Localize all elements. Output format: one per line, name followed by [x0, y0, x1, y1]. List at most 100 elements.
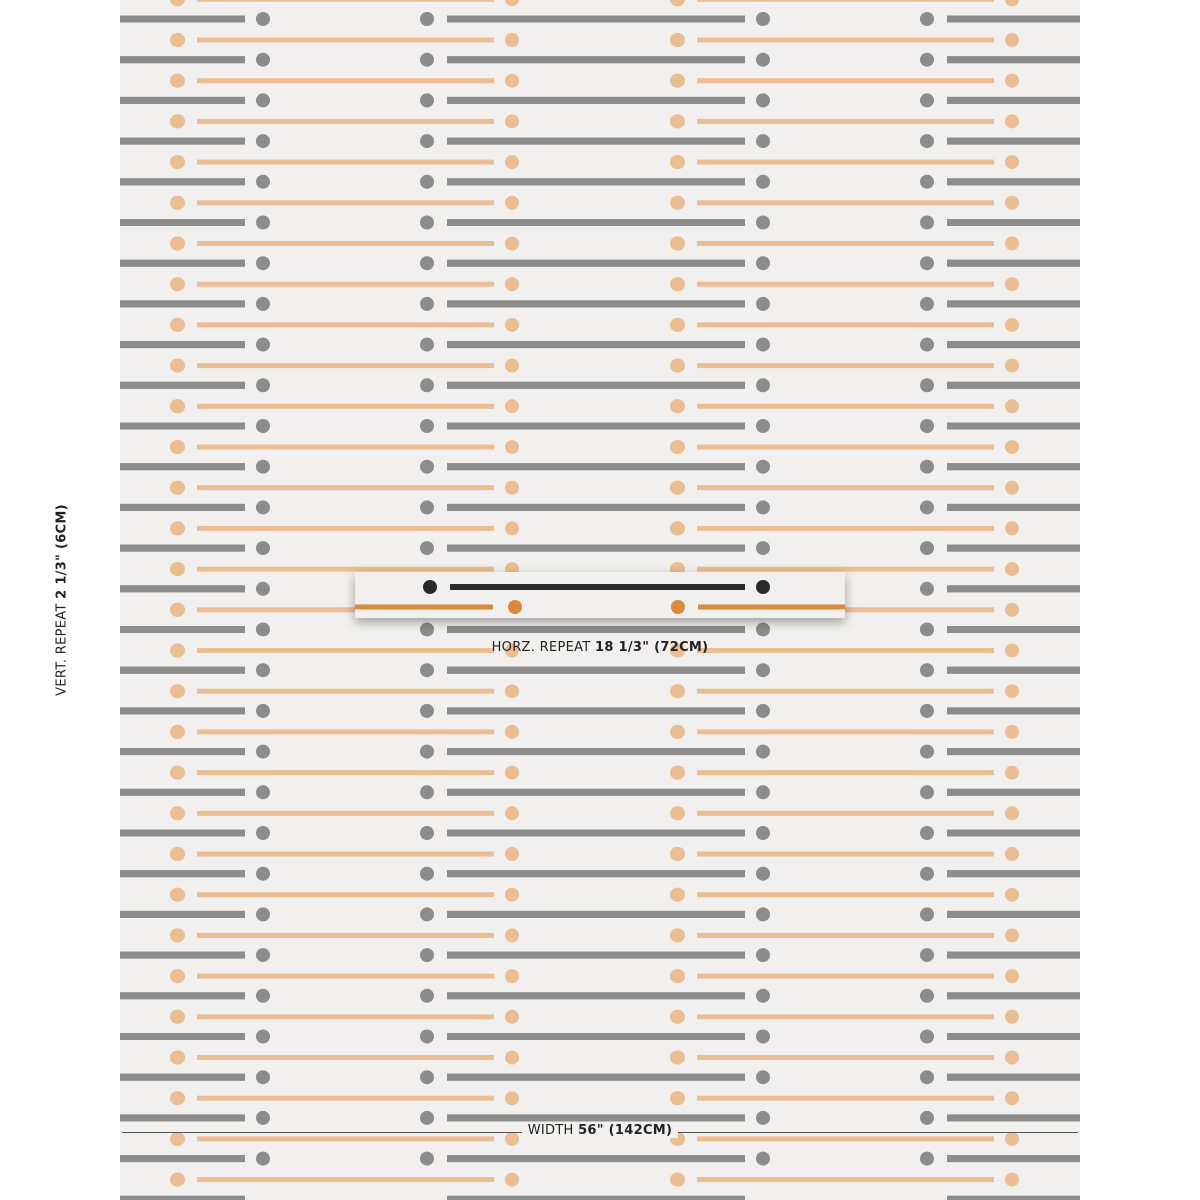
pattern-dot: [423, 580, 437, 594]
pattern-dot: [256, 703, 270, 718]
vertical-repeat-value: 2 1/3" (6CM): [54, 504, 70, 599]
pattern-bar: [947, 666, 1080, 674]
pattern-bar: [947, 137, 1080, 145]
pattern-dot: [256, 500, 270, 515]
pattern-bar: [120, 15, 245, 23]
pattern-bar: [697, 851, 994, 857]
pattern-bar: [120, 1073, 245, 1081]
pattern-bar: [947, 219, 1080, 226]
pattern-dot: [920, 1029, 934, 1044]
pattern-dot: [1005, 806, 1019, 821]
pattern-dot: [505, 73, 519, 88]
pattern-dot: [505, 643, 519, 658]
pattern-bar: [120, 910, 245, 918]
pattern-dot: [171, 236, 185, 251]
pattern-bar: [197, 729, 494, 735]
pattern-dot: [256, 93, 270, 108]
pattern-dot: [671, 236, 685, 251]
pattern-bar: [447, 15, 745, 23]
pattern-dot: [756, 988, 770, 1003]
width-prefix: WIDTH: [527, 1123, 574, 1138]
pattern-dot: [756, 378, 770, 393]
pattern-dot: [171, 1009, 185, 1024]
pattern-dot: [671, 399, 685, 414]
pattern-dot: [420, 93, 434, 108]
pattern-dot: [756, 907, 770, 922]
pattern-bar: [197, 241, 494, 246]
pattern-dot: [505, 155, 519, 170]
pattern-bar: [698, 604, 845, 610]
width-value: 56" (142CM): [578, 1123, 673, 1138]
pattern-bar: [697, 322, 994, 328]
pattern-bar: [197, 1177, 494, 1183]
pattern-bar: [947, 96, 1080, 104]
pattern-dot: [420, 134, 434, 149]
pattern-bar: [120, 503, 245, 511]
pattern-bar: [120, 96, 245, 104]
pattern-dot: [671, 195, 685, 210]
vertical-repeat-prefix: VERT. REPEAT: [54, 603, 70, 696]
pattern-bar: [947, 829, 1080, 837]
pattern-dot: [756, 12, 770, 26]
pattern-bar: [697, 688, 994, 694]
pattern-bar: [447, 422, 745, 430]
pattern-bar: [947, 463, 1080, 471]
pattern-dot: [920, 988, 934, 1003]
pattern-dot: [420, 419, 434, 433]
pattern-dot: [171, 155, 185, 170]
pattern-dot: [671, 480, 685, 495]
pattern-dot: [505, 0, 519, 7]
pattern-bar: [197, 607, 494, 613]
pattern-dot: [256, 378, 270, 393]
pattern-dot: [1005, 195, 1019, 210]
repeat-swatch: [355, 572, 845, 618]
pattern-bar: [197, 281, 494, 287]
pattern-dot: [920, 826, 934, 840]
horizontal-repeat-value: 18 1/3" (72CM): [594, 640, 709, 655]
pattern-dot: [420, 1110, 434, 1125]
pattern-bar: [947, 422, 1080, 430]
pattern-bar: [697, 1014, 994, 1020]
pattern-bar: [947, 585, 1080, 593]
pattern-bar: [447, 219, 745, 226]
pattern-bar: [447, 137, 745, 145]
pattern-dot: [256, 1151, 270, 1166]
pattern-dot: [505, 440, 519, 454]
pattern-dot: [1005, 521, 1019, 536]
pattern-dot: [505, 195, 519, 210]
pattern-bar: [697, 525, 994, 531]
pattern-dot: [920, 622, 934, 637]
pattern-dot: [171, 277, 185, 292]
pattern-dot: [920, 296, 934, 311]
pattern-dot: [920, 500, 934, 515]
pattern-dot: [171, 1050, 185, 1065]
pattern-bar: [697, 363, 994, 369]
pattern-dot: [756, 93, 770, 108]
pattern-bar: [120, 259, 245, 267]
pattern-dot: [756, 541, 770, 556]
pattern-bar: [120, 219, 245, 226]
pattern-bar: [120, 992, 245, 1000]
pattern-bar: [697, 241, 994, 246]
pattern-dot: [920, 581, 934, 596]
pattern-dot: [256, 866, 270, 881]
pattern-bar: [120, 178, 245, 186]
pattern-dot: [1005, 1050, 1019, 1065]
pattern-bar: [120, 951, 245, 959]
pattern-dot: [671, 317, 685, 332]
pattern-bar: [197, 0, 494, 2]
pattern-bar: [197, 118, 494, 124]
pattern-dot: [505, 806, 519, 821]
pattern-dot: [1005, 969, 1019, 984]
pattern-bar: [697, 281, 994, 287]
pattern-dot: [671, 277, 685, 292]
pattern-dot: [420, 541, 434, 556]
pattern-bar: [447, 178, 745, 186]
pattern-bar: [447, 259, 745, 267]
pattern-dot: [420, 174, 434, 189]
pattern-dot: [171, 1091, 185, 1106]
pattern-dot: [256, 907, 270, 922]
pattern-dot: [420, 948, 434, 963]
pattern-dot: [920, 744, 934, 759]
pattern-dot: [920, 93, 934, 108]
